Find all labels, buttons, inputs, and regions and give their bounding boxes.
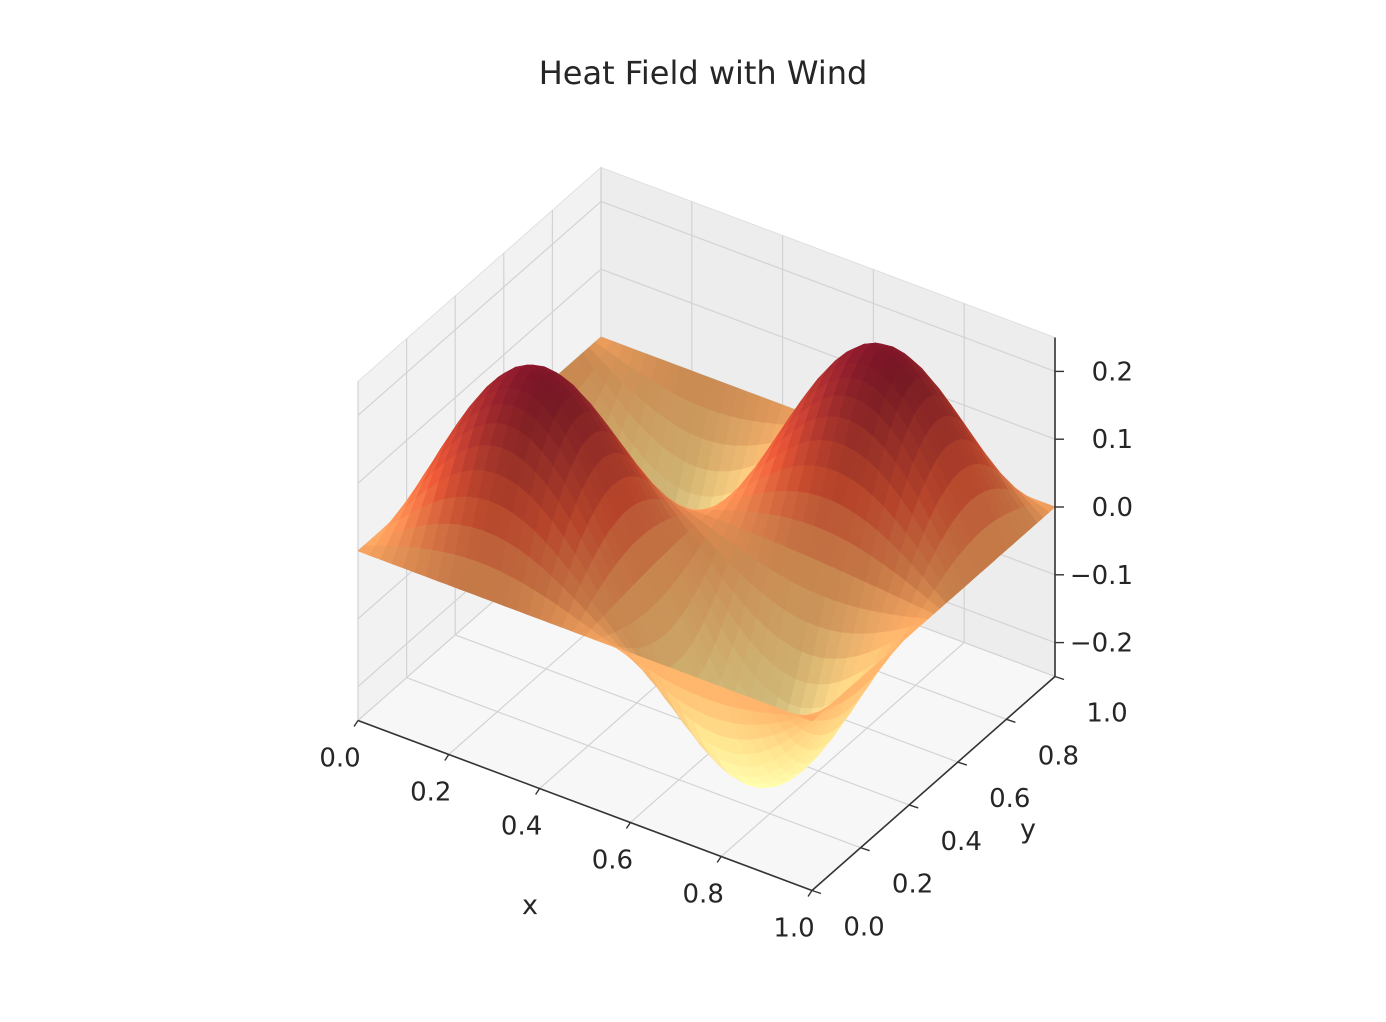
x-tick: [444, 754, 450, 761]
x-tick: [535, 788, 541, 795]
y-tick-label: 0.2: [892, 870, 933, 900]
x-tick-label: 1.0: [773, 914, 814, 944]
z-tick-label: −0.1: [1070, 561, 1133, 591]
y-tick-label: 0.8: [1038, 741, 1079, 771]
y-tick-label: 0.6: [989, 784, 1030, 814]
x-axis-line: [357, 719, 813, 892]
x-tick: [807, 890, 813, 897]
chart-title: Heat Field with Wind: [539, 54, 868, 92]
y-grid-line: [406, 338, 861, 849]
x-tick-label: 0.4: [501, 812, 542, 842]
y-axis-line: [811, 675, 1056, 892]
surface: [357, 336, 1056, 788]
z-grid-line: [357, 200, 1056, 416]
x-tick-label: 0.2: [410, 778, 451, 808]
z-tick-label: 0.1: [1092, 425, 1133, 455]
z-tick-label: 0.2: [1092, 357, 1133, 387]
y-tick: [957, 761, 968, 766]
y-tick: [1006, 718, 1016, 723]
y-axis-label: y: [1020, 814, 1036, 845]
x-tick: [625, 822, 631, 829]
y-tick-label: 0.0: [843, 913, 884, 943]
surface-facet: [799, 714, 819, 722]
x-axis-label: x: [522, 890, 538, 921]
z-tick-label: 0.0: [1092, 493, 1133, 523]
x-tick-label: 0.0: [319, 744, 360, 774]
z-tick-label: −0.2: [1070, 629, 1133, 659]
x-tick: [353, 720, 359, 727]
y-tick: [1054, 675, 1065, 681]
y-tick-label: 0.4: [941, 827, 982, 857]
x-tick-label: 0.6: [592, 846, 633, 876]
y-tick: [908, 804, 919, 809]
y-tick-label: 1.0: [1086, 699, 1127, 729]
x-tick-label: 0.8: [683, 880, 724, 910]
y-tick: [860, 847, 870, 852]
x-tick: [716, 856, 722, 863]
y-tick: [811, 889, 822, 895]
tick-marks: 0.00.20.40.60.81.0 0.00.20.40.60.81.0−0.2…: [319, 357, 1133, 943]
